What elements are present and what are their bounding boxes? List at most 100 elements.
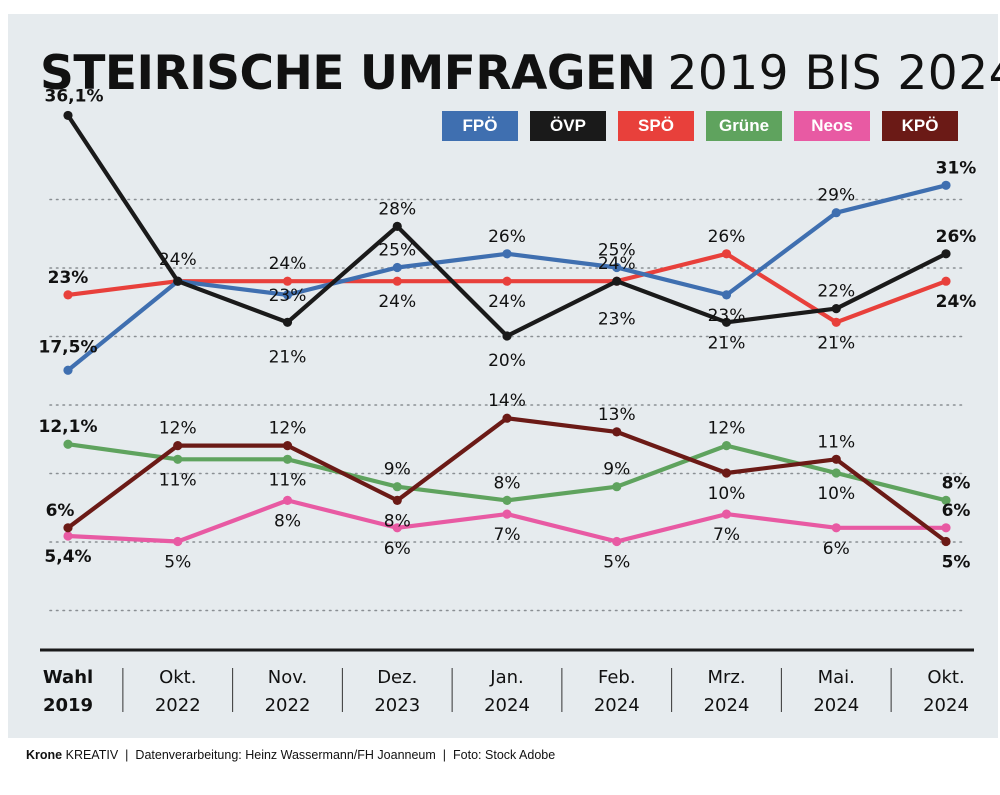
data-point-neos [173, 536, 183, 547]
data-label-neos: 6% [942, 501, 971, 521]
data-point-neos [612, 536, 622, 547]
data-point-grüne [721, 441, 732, 451]
data-point-kpö [63, 523, 73, 533]
x-tick-label: Mai. [818, 667, 855, 688]
data-label-spö: 23% [48, 268, 89, 288]
x-tick-label: 2024 [923, 695, 969, 716]
chart-title: STEIRISCHE UMFRAGEN 2019 BIS 2024 [40, 46, 1000, 102]
data-point-spö [941, 276, 951, 286]
data-point-spö [831, 317, 841, 327]
x-tick-label: 2022 [155, 695, 201, 716]
data-label-spö: 24% [488, 292, 526, 312]
data-point-grüne [612, 482, 622, 492]
data-point-neos [392, 523, 402, 533]
data-point-övp [502, 331, 512, 341]
footer-separator: | [442, 748, 447, 762]
x-tick-label: Feb. [598, 667, 636, 688]
title-light: 2019 BIS 2024 [667, 46, 1000, 101]
legend-item-neos: Neos [794, 111, 870, 141]
x-tick-label: 2024 [704, 695, 750, 716]
data-label-spö: 24% [598, 254, 636, 274]
data-point-neos [63, 531, 73, 541]
data-point-neos [282, 495, 293, 505]
data-label-kpö: 6% [46, 501, 75, 521]
data-label-fpö: 25% [598, 241, 636, 261]
data-point-fpö [392, 262, 402, 273]
data-label-spö: 24% [936, 292, 977, 312]
data-label-grüne: 8% [494, 473, 521, 493]
data-label-övp: 36,1% [45, 86, 104, 106]
footer-brand: Krone [26, 748, 63, 762]
data-label-grüne: 12% [708, 419, 746, 439]
data-point-grüne [502, 495, 512, 505]
data-point-fpö [502, 249, 512, 259]
data-label-fpö: 26% [488, 227, 526, 247]
footer-separator: | [125, 748, 129, 762]
x-tick-label: 2019 [43, 695, 93, 716]
data-point-kpö [502, 413, 512, 423]
data-label-neos: 6% [384, 539, 411, 559]
data-label-övp: 21% [708, 333, 746, 353]
data-label-neos: 7% [494, 525, 521, 545]
data-point-spö [392, 276, 402, 286]
data-label-grüne: 9% [603, 460, 630, 480]
data-point-kpö [392, 495, 402, 505]
data-point-kpö [282, 441, 293, 451]
data-point-fpö [63, 365, 73, 375]
x-tick-label: Dez. [377, 667, 417, 688]
data-point-övp [941, 249, 951, 259]
data-label-grüne: 8% [942, 473, 971, 493]
data-point-fpö [941, 180, 951, 190]
data-point-fpö [612, 262, 622, 273]
data-point-spö [63, 290, 73, 300]
data-point-grüne [173, 454, 183, 464]
data-label-övp: 28% [378, 199, 416, 219]
x-tick-label: Wahl [43, 667, 93, 688]
data-label-kpö: 5% [942, 553, 971, 573]
data-point-övp [831, 304, 841, 314]
data-label-fpö: 23% [708, 306, 746, 326]
x-tick-label: Mrz. [707, 667, 745, 688]
data-label-spö: 24% [269, 254, 307, 274]
x-tick-label: Okt. [927, 667, 964, 688]
data-point-kpö [612, 427, 622, 437]
data-label-övp: 22% [817, 282, 855, 302]
data-point-fpö [831, 208, 841, 218]
data-point-kpö [173, 441, 183, 451]
data-point-spö [721, 249, 732, 259]
data-point-neos [831, 523, 841, 533]
data-point-övp [392, 221, 402, 231]
data-label-fpö: 25% [378, 241, 416, 261]
data-point-neos [941, 523, 951, 533]
legend-item-grüne: Grüne [706, 111, 782, 141]
data-label-spö: 21% [817, 333, 855, 353]
x-tick-label: 2022 [265, 695, 311, 716]
data-label-neos: 6% [823, 539, 850, 559]
legend-item-fpö: FPÖ [442, 111, 518, 141]
data-label-fpö: 17,5% [39, 337, 98, 357]
data-label-extra: 23% [598, 309, 636, 329]
data-label-kpö: 14% [488, 391, 526, 411]
data-point-grüne [392, 482, 402, 492]
footer-brand-suffix: KREATIV [65, 748, 119, 762]
data-point-övp [721, 317, 732, 327]
data-label-grüne: 9% [384, 460, 411, 480]
x-tick-label: Okt. [159, 667, 196, 688]
footer-credit-data: Datenverarbeitung: Heinz Wassermann/FH J… [135, 748, 436, 762]
legend-item-övp: ÖVP [530, 111, 606, 141]
data-label-övp: 24% [159, 250, 197, 270]
data-label-spö: 24% [378, 292, 416, 312]
data-point-neos [721, 509, 732, 519]
data-label-kpö: 13% [598, 405, 636, 425]
data-label-grüne: 12,1% [39, 417, 98, 437]
data-label-grüne: 11% [159, 470, 197, 490]
data-point-övp [173, 276, 183, 286]
data-point-övp [612, 276, 622, 286]
data-point-grüne [831, 468, 841, 478]
data-label-kpö: 12% [269, 419, 307, 439]
title-bold: STEIRISCHE UMFRAGEN [40, 46, 656, 101]
data-label-övp: 26% [936, 227, 977, 247]
data-label-kpö: 12% [159, 419, 197, 439]
data-label-neos: 5,4% [44, 547, 91, 567]
